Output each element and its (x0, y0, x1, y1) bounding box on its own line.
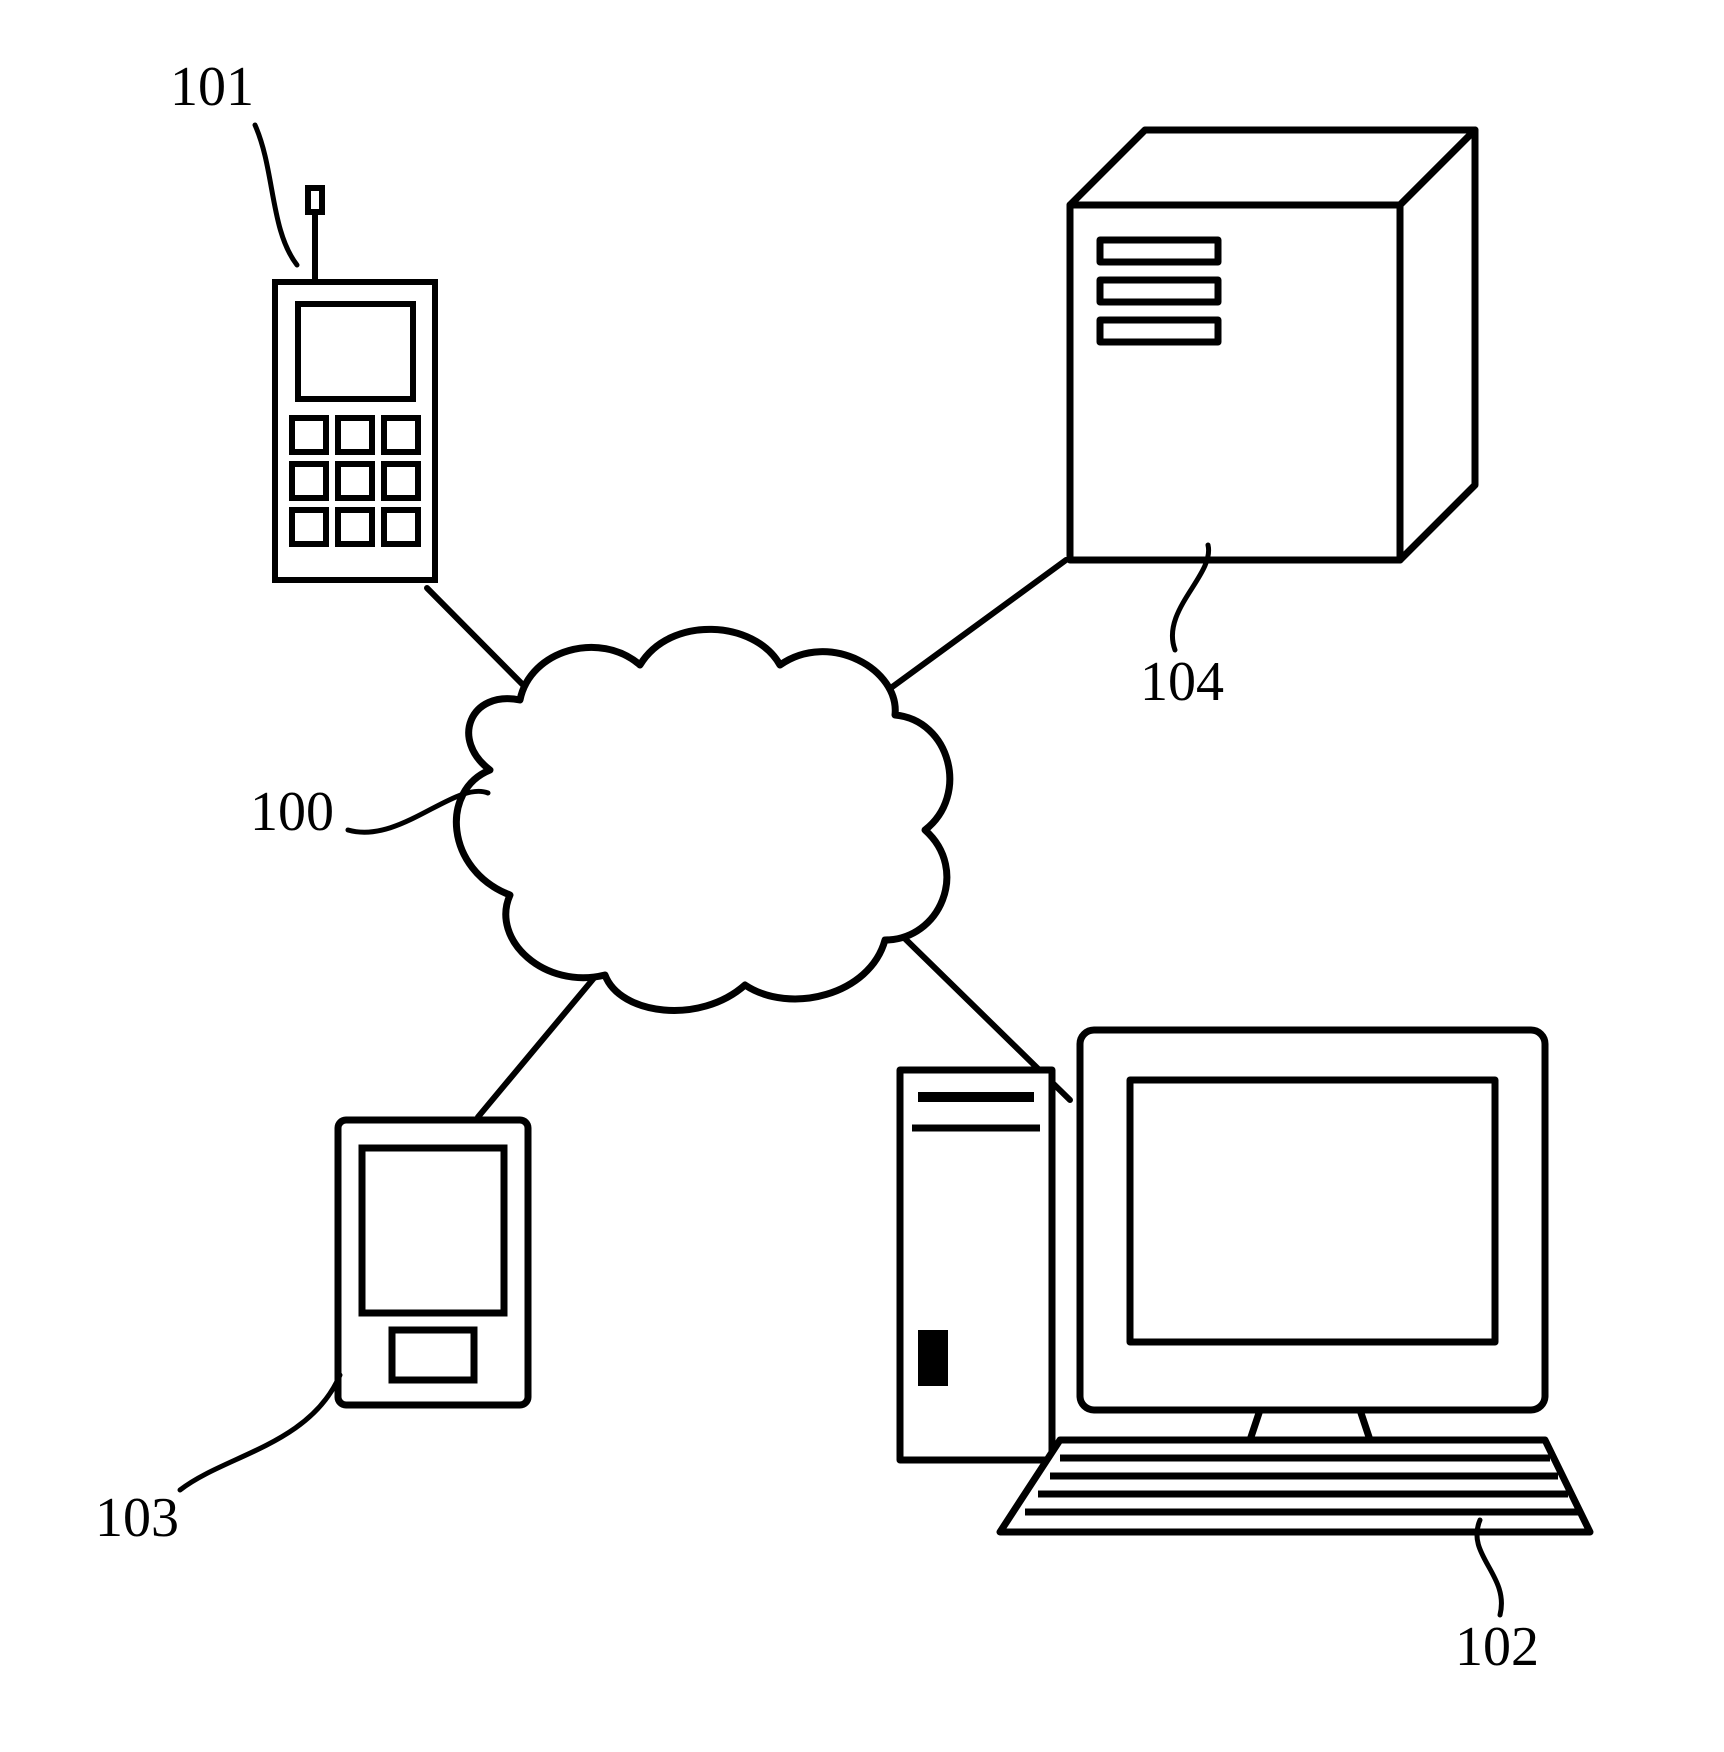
server-slot-1 (1100, 240, 1218, 262)
network-diagram: 101 100 104 103 102 (0, 0, 1724, 1752)
edge-cloud-phone (427, 588, 535, 697)
label-104: 104 (1140, 651, 1224, 713)
pc-node (900, 1030, 1590, 1532)
phone-antenna-tip (308, 188, 322, 212)
cloud-icon (456, 629, 949, 1010)
pc-keyboard (1000, 1440, 1590, 1532)
pc-tower (900, 1070, 1052, 1460)
pc-monitor (1080, 1030, 1545, 1440)
phone-screen (298, 304, 413, 399)
server-slot-2 (1100, 280, 1218, 302)
leader-103 (180, 1375, 340, 1490)
label-102: 102 (1455, 1616, 1539, 1678)
leader-101 (255, 125, 297, 265)
pda-button (392, 1330, 474, 1380)
edge-cloud-server (884, 560, 1066, 693)
server-node (1070, 130, 1475, 560)
label-103: 103 (95, 1487, 179, 1549)
cloud-node (456, 629, 949, 1010)
phone-keypad (292, 418, 418, 544)
pda-node (338, 1120, 528, 1405)
phone-node (275, 188, 435, 580)
pda-screen (362, 1148, 504, 1313)
server-slot-3 (1100, 320, 1218, 342)
edge-cloud-pda (478, 978, 594, 1117)
server-side (1400, 130, 1475, 560)
label-101: 101 (170, 56, 254, 118)
label-100: 100 (250, 781, 334, 843)
